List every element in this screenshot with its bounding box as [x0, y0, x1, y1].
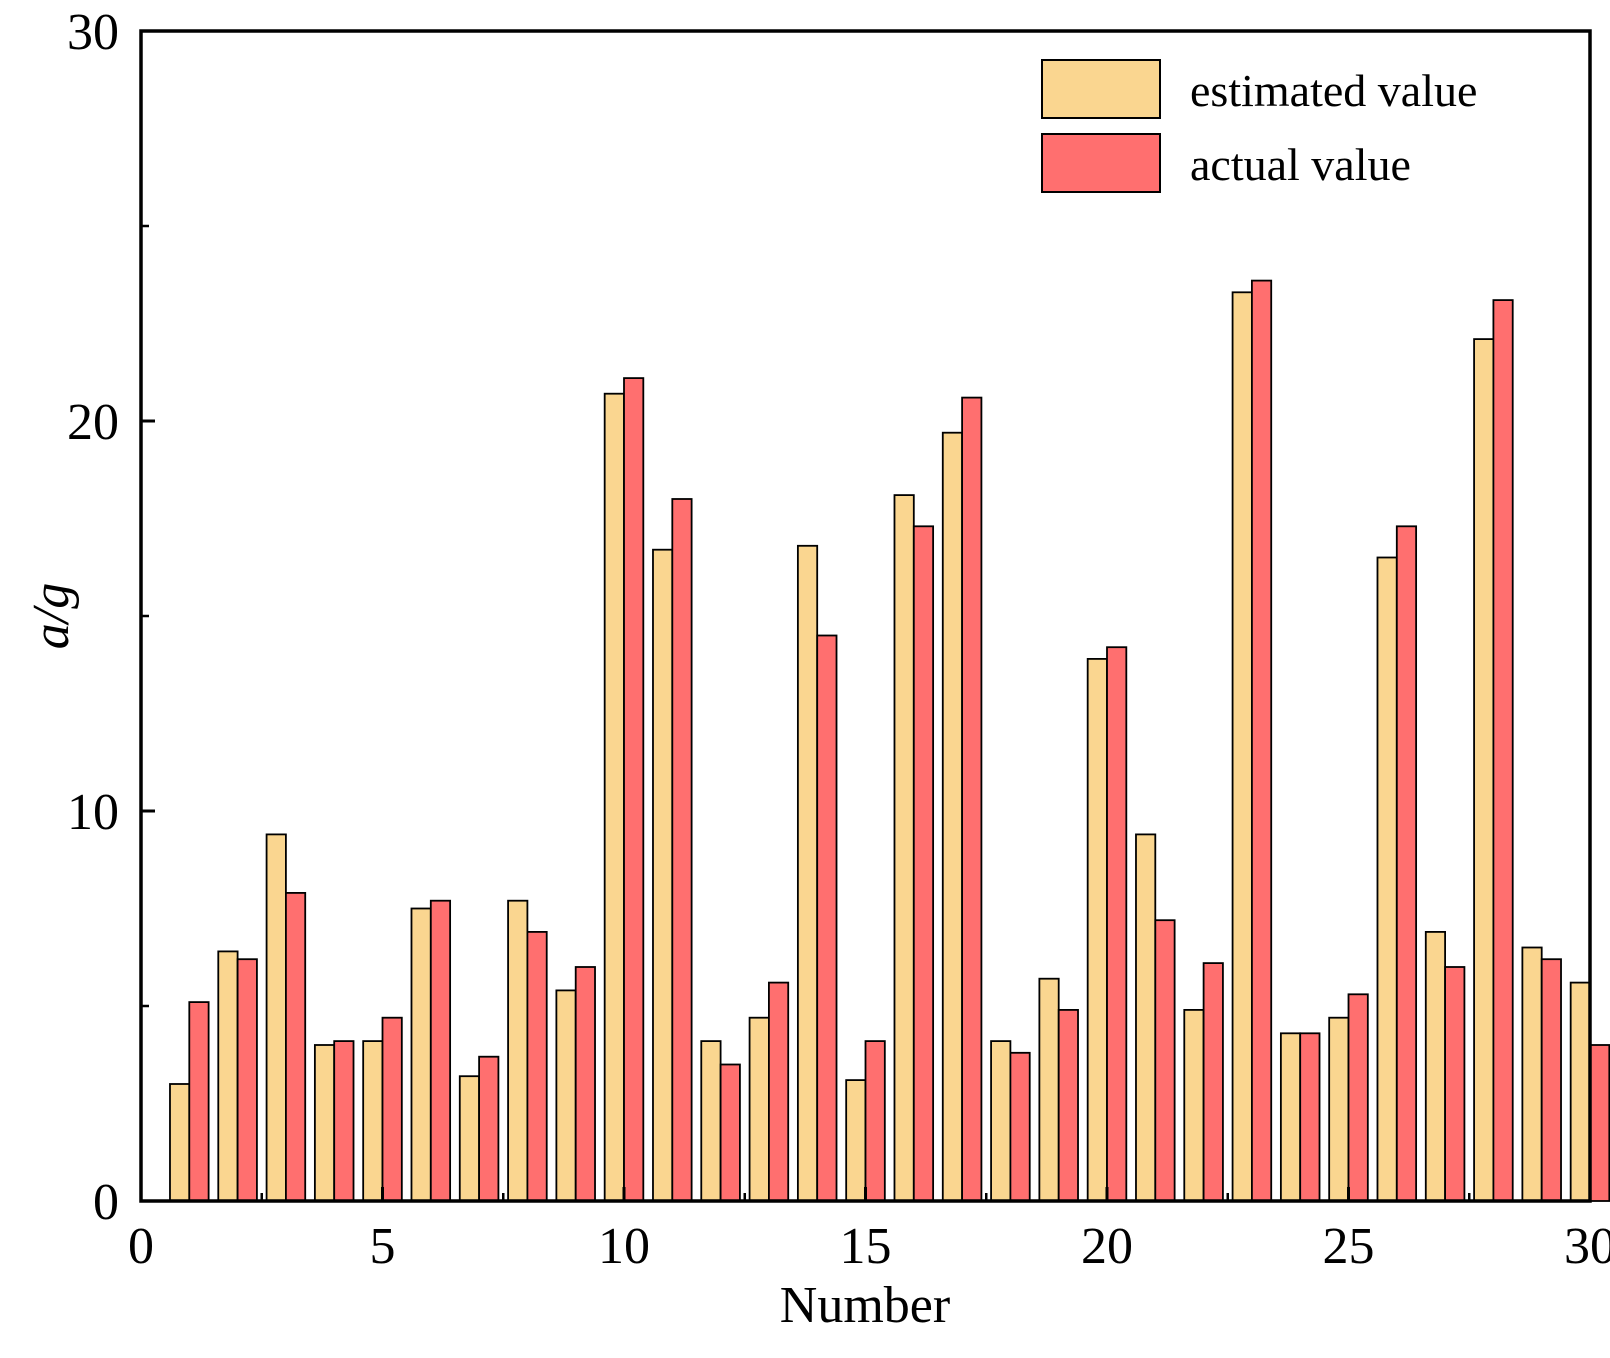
- bar-actual-6: [429, 899, 452, 1202]
- bar-estimated-1: [169, 1083, 191, 1202]
- bar-actual-19: [1057, 1009, 1079, 1202]
- bar-actual-24: [1299, 1032, 1321, 1202]
- x-tick-label-20: 20: [1081, 1218, 1133, 1275]
- bar-estimated-15: [845, 1079, 867, 1202]
- bar-estimated-3: [265, 833, 287, 1202]
- x-tick-label-10: 10: [598, 1218, 650, 1275]
- bar-actual-20: [1106, 646, 1128, 1202]
- bar-actual-30: [1589, 1044, 1610, 1202]
- bar-actual-2: [236, 958, 258, 1202]
- bar-estimated-24: [1279, 1032, 1302, 1202]
- bar-actual-1: [188, 1001, 210, 1202]
- y-tick-label-30: 30: [67, 4, 119, 61]
- x-tick-label-5: 5: [370, 1218, 396, 1275]
- bar-estimated-21: [1135, 833, 1157, 1202]
- plot-frame: [139, 29, 1592, 1203]
- bar-actual-11: [671, 498, 693, 1202]
- bar-estimated-14: [796, 544, 819, 1202]
- bar-actual-21: [1154, 919, 1176, 1202]
- bar-estimated-17: [941, 431, 964, 1202]
- bar-estimated-18: [990, 1040, 1012, 1202]
- bar-estimated-4: [313, 1044, 336, 1202]
- bar-estimated-28: [1473, 338, 1495, 1202]
- bar-estimated-7: [458, 1075, 480, 1202]
- bar-actual-16: [912, 525, 935, 1202]
- y-tick-label-0: 0: [93, 1174, 119, 1231]
- bar-estimated-30: [1569, 981, 1591, 1202]
- x-tick-label-15: 15: [840, 1218, 892, 1275]
- tick-labels-group: 0 5 10 15 20 25 30 0 10 20 30: [67, 4, 1610, 1275]
- bar-estimated-13: [748, 1016, 770, 1202]
- bar-actual-7: [478, 1055, 500, 1202]
- y-axis-title: a/g: [23, 583, 80, 649]
- bar-estimated-8: [507, 899, 529, 1202]
- legend-swatch-estimated: [1041, 59, 1161, 119]
- bar-actual-8: [526, 931, 548, 1202]
- bar-estimated-29: [1521, 946, 1543, 1202]
- bar-actual-27: [1444, 966, 1466, 1202]
- bar-estimated-9: [555, 989, 577, 1202]
- bar-actual-28: [1492, 299, 1514, 1202]
- bar-actual-26: [1395, 525, 1418, 1202]
- x-tick-label-30: 30: [1564, 1218, 1610, 1275]
- bar-estimated-25: [1328, 1016, 1350, 1202]
- bar-estimated-16: [893, 494, 915, 1202]
- bar-actual-5: [381, 1016, 403, 1202]
- bar-estimated-11: [652, 548, 674, 1202]
- bar-actual-4: [333, 1040, 355, 1202]
- bar-actual-3: [284, 892, 307, 1202]
- bar-estimated-23: [1231, 291, 1253, 1202]
- bar-estimated-20: [1086, 658, 1108, 1202]
- bar-actual-10: [623, 377, 645, 1202]
- x-tick-label-25: 25: [1323, 1218, 1375, 1275]
- bar-estimated-19: [1038, 977, 1060, 1202]
- bar-actual-29: [1540, 958, 1562, 1202]
- x-axis-title: Number: [780, 1277, 950, 1334]
- bar-actual-9: [574, 966, 596, 1202]
- bar-estimated-5: [362, 1040, 384, 1202]
- y-tick-label-20: 20: [67, 394, 119, 451]
- bar-actual-15: [864, 1040, 886, 1202]
- bar-actual-25: [1347, 993, 1369, 1202]
- bar-actual-22: [1202, 962, 1224, 1202]
- bar-actual-14: [816, 634, 838, 1202]
- legend-swatch-actual: [1041, 133, 1161, 193]
- bar-estimated-27: [1424, 931, 1447, 1202]
- bar-estimated-2: [217, 950, 239, 1202]
- bar-estimated-10: [603, 392, 625, 1202]
- bar-actual-17: [961, 396, 983, 1202]
- bar-actual-12: [719, 1063, 741, 1202]
- bar-actual-13: [768, 981, 790, 1202]
- bar-estimated-22: [1183, 1009, 1205, 1202]
- bar-actual-18: [1009, 1051, 1031, 1202]
- bar-estimated-6: [410, 907, 432, 1202]
- y-tick-label-10: 10: [67, 784, 119, 841]
- x-tick-label-0: 0: [128, 1218, 154, 1275]
- bar-actual-23: [1251, 279, 1273, 1202]
- legend-label-estimated: estimated value: [1190, 65, 1477, 116]
- legend-label-actual: actual value: [1190, 139, 1411, 190]
- legend: estimated value actual value: [1041, 59, 1477, 193]
- bar-estimated-26: [1376, 556, 1398, 1202]
- bar-estimated-12: [700, 1040, 722, 1202]
